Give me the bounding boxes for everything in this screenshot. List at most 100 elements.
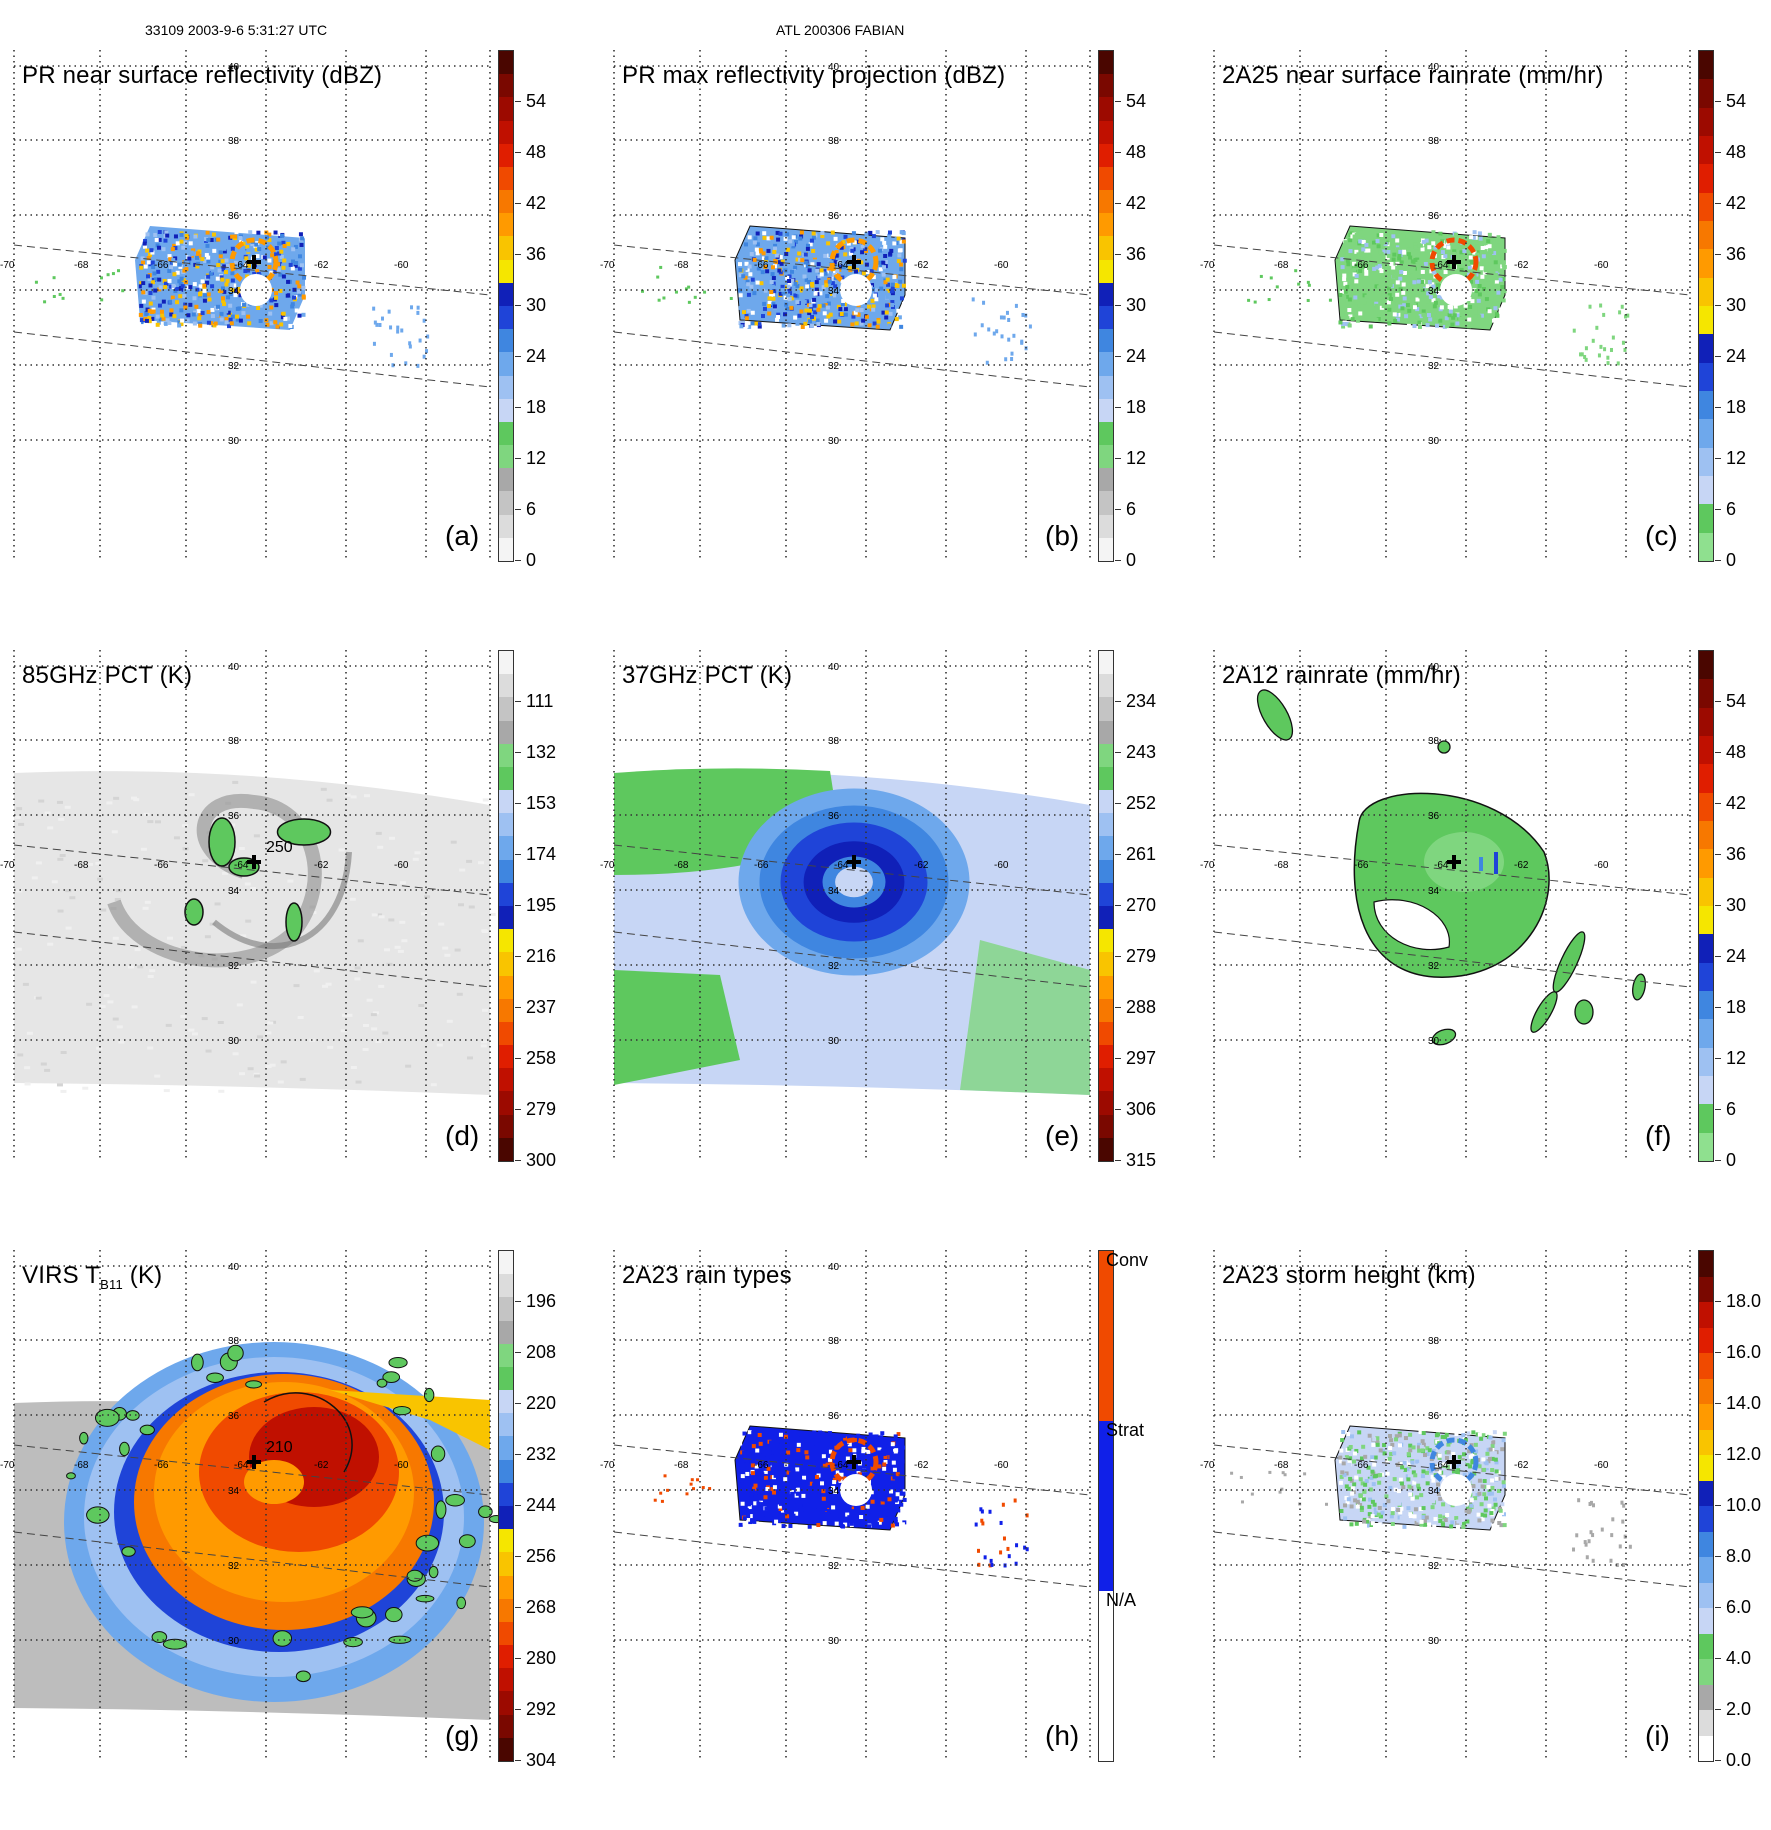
colorbar-segment <box>1099 674 1113 698</box>
colorbar-segment <box>499 282 513 307</box>
panel-i: 40 38 36 34 32 30 -70 -68 -66 -64 -62 -60 2A23 storm… <box>1200 1240 1771 1830</box>
colorbar-segment <box>1699 821 1713 850</box>
colorbar-segment <box>499 537 513 561</box>
lon-label: -68 <box>74 860 89 871</box>
colorbar-tick <box>1715 1109 1721 1110</box>
colorbar-label: 132 <box>526 742 557 762</box>
lat-label: 38 <box>228 736 240 747</box>
colorbar-tick <box>515 1760 521 1761</box>
colorbar-segment <box>499 697 513 722</box>
lat-label: 32 <box>228 361 240 372</box>
colorbar-segment <box>1699 962 1713 992</box>
lat-label: 40 <box>1428 662 1440 673</box>
lon-label: -70 <box>0 860 15 871</box>
colorbar-label: 6 <box>1726 1099 1737 1119</box>
lat-label: 38 <box>1428 1336 1440 1347</box>
colorbar-tick <box>515 803 521 804</box>
lat-label: 36 <box>828 1411 840 1422</box>
colorbar-segment <box>1699 991 1713 1020</box>
colorbar-segment <box>1099 352 1113 377</box>
colorbar-tick <box>1115 407 1121 408</box>
lon-label: -64 <box>1434 860 1449 871</box>
colorbar-label: 0 <box>1126 550 1137 570</box>
lat-label: 32 <box>1428 961 1440 972</box>
lat-label: 36 <box>228 1411 240 1422</box>
colorbar-segment <box>499 1413 513 1437</box>
lon-label: -68 <box>1274 1460 1289 1471</box>
colorbar-segment <box>499 998 513 1023</box>
lon-label: -60 <box>394 260 409 271</box>
colorbar-segment <box>1699 1104 1713 1134</box>
lat-label: 36 <box>228 811 240 822</box>
colorbar-label: 10.0 <box>1726 1495 1762 1515</box>
colorbar-segment <box>1699 192 1713 222</box>
colorbar-segment <box>1699 79 1713 109</box>
swath-edges <box>13 244 491 388</box>
colorbar-tick <box>515 956 521 957</box>
colorbar-label: Conv <box>1106 1250 1149 1270</box>
swath-edges <box>1213 244 1691 388</box>
colorbar-label: 0 <box>1726 550 1737 570</box>
colorbar-segment <box>1099 375 1113 400</box>
colorbar-label: 24 <box>526 346 547 366</box>
colorbar-segment <box>1099 998 1113 1023</box>
lon-label: -70 <box>0 260 15 271</box>
colorbar-segment <box>1699 707 1713 737</box>
lon-label: -60 <box>994 860 1009 871</box>
colorbar <box>1098 50 1114 562</box>
colorbar-segment <box>499 51 513 75</box>
lat-label: 40 <box>1428 62 1440 73</box>
colorbar-segment <box>1099 1114 1113 1139</box>
map-plot-g: 40 38 36 34 32 30 -70 -68 -66 -64 -62 -60 210 <box>0 1250 504 1760</box>
lon-label: -62 <box>914 860 929 871</box>
map-plot-h: 40 38 36 34 32 30 -70 -68 -66 -64 -62 -60 <box>600 1250 1091 1760</box>
colorbar-segment <box>1099 859 1113 884</box>
colorbar-label: 12 <box>1726 1048 1747 1068</box>
colorbar-segment <box>499 398 513 423</box>
colorbar-label: 24 <box>1726 946 1747 966</box>
field-layer <box>1230 1425 1632 1568</box>
colorbar-segment <box>1699 249 1713 279</box>
panel-title: PR near surface reflectivity (dBZ) <box>22 62 383 89</box>
lat-label: 32 <box>1428 361 1440 372</box>
colorbar-tick <box>515 1058 521 1059</box>
field-layer <box>14 1342 504 1720</box>
colorbar-segment <box>499 1691 513 1716</box>
lat-label: 30 <box>228 1636 240 1647</box>
lat-label: 34 <box>828 1486 840 1497</box>
colorbar-label: 288 <box>1126 997 1157 1017</box>
lat-label: 34 <box>1428 886 1440 897</box>
colorbar-segment <box>499 1091 513 1116</box>
colorbar-segment <box>1699 164 1713 194</box>
colorbar-segment <box>1099 190 1113 214</box>
colorbar-segment <box>1099 74 1113 98</box>
colorbar-tick <box>1115 1058 1121 1059</box>
colorbar <box>498 50 514 562</box>
lat-label: 34 <box>1428 1486 1440 1497</box>
colorbar-tick <box>1715 203 1721 204</box>
colorbar-segment <box>1699 1276 1713 1303</box>
lat-label: 30 <box>1428 436 1440 447</box>
lat-label: 34 <box>228 286 240 297</box>
colorbar-tick <box>515 1403 521 1404</box>
colorbar <box>1698 1250 1714 1762</box>
colorbar-label: 208 <box>526 1342 557 1362</box>
colorbar-segment <box>499 514 513 539</box>
colorbar-segment <box>1699 476 1713 505</box>
colorbar-label: 315 <box>1126 1150 1157 1170</box>
colorbar-segment <box>499 1459 513 1484</box>
swath-edges <box>613 244 1091 388</box>
storm-center-icon <box>1447 255 1461 269</box>
lon-label: -62 <box>914 1460 929 1471</box>
colorbar-label: 174 <box>526 844 557 864</box>
field-layer <box>14 771 496 1095</box>
colorbar-segment <box>1699 1076 1713 1105</box>
colorbar-label: 268 <box>526 1597 557 1617</box>
panel-title: 2A12 rainrate (mm/hr) <box>1222 662 1461 689</box>
lon-label: -68 <box>74 260 89 271</box>
storm-center-icon <box>247 255 261 269</box>
colorbar-label: 36 <box>1726 844 1747 864</box>
colorbar-tick <box>515 1505 521 1506</box>
colorbar-tick <box>1715 356 1721 357</box>
colorbar <box>498 1250 514 1762</box>
